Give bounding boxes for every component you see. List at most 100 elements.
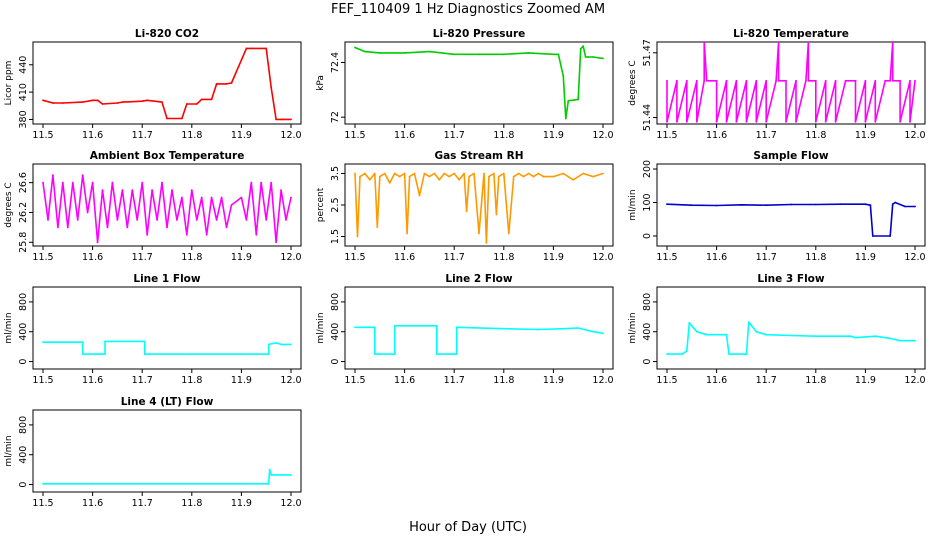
data-point	[285, 219, 287, 221]
x-tick-label: 12.0	[904, 130, 925, 141]
data-point	[874, 335, 877, 338]
data-point	[171, 189, 173, 192]
data-point	[270, 86, 273, 89]
data-point	[666, 120, 668, 123]
data-point	[562, 172, 565, 175]
data-point	[785, 79, 787, 82]
data-point	[777, 42, 780, 43]
data-point	[86, 211, 89, 214]
x-tick-label: 12.0	[904, 375, 925, 386]
data-point	[483, 172, 485, 175]
x-tick-label: 11.7	[132, 252, 153, 263]
x-tick-label: 11.5	[344, 375, 365, 386]
data-point	[290, 118, 292, 121]
panel-title: Line 2 Flow	[445, 273, 512, 285]
data-point	[435, 324, 438, 327]
data-point	[502, 327, 505, 330]
x-tick-label: 11.9	[543, 130, 564, 141]
y-tick-label: 0	[642, 359, 653, 365]
data-point	[280, 343, 282, 346]
data-point	[364, 172, 366, 175]
data-point	[777, 79, 780, 82]
data-point	[393, 353, 396, 355]
data-point	[240, 353, 243, 355]
data-point	[871, 235, 874, 237]
data-point	[552, 53, 555, 56]
data-point	[854, 79, 857, 82]
y-tick-label: 1.5	[330, 229, 341, 244]
data-point	[765, 120, 768, 123]
data-series	[43, 468, 291, 485]
data-point	[225, 226, 228, 229]
data-point	[413, 172, 416, 175]
x-tick-label: 11.8	[181, 498, 202, 509]
data-series	[42, 174, 292, 244]
data-point	[666, 203, 668, 206]
data-point	[889, 337, 892, 340]
panel-7: Line 1 Flow 11.5 11.6 11.7 11.8 11.9 12.0 0 400 8…	[4, 273, 302, 386]
data-point	[899, 120, 901, 123]
panel-title: Li-820 Temperature	[733, 28, 849, 40]
data-point	[81, 101, 84, 103]
data-point	[373, 172, 376, 175]
data-point	[280, 189, 282, 192]
x-tick-label: 11.8	[805, 130, 826, 141]
data-point	[141, 181, 144, 184]
data-point	[268, 468, 271, 471]
x-tick-label: 11.9	[855, 375, 876, 386]
panel-title: Li-820 CO2	[135, 28, 199, 40]
data-point	[507, 232, 510, 235]
data-point	[406, 232, 408, 235]
data-point	[215, 219, 218, 221]
panel-8: Line 2 Flow 11.5 11.6 11.7 11.8 11.9 12.0 0 400 8…	[316, 273, 614, 386]
x-tick-label: 11.5	[32, 375, 53, 386]
data-point	[577, 98, 580, 101]
data-series	[667, 321, 915, 355]
data-point	[785, 120, 787, 123]
x-tick-label: 11.5	[656, 130, 677, 141]
plot-frame	[344, 41, 614, 125]
data-point	[884, 79, 887, 82]
x-tick-label: 12.0	[280, 252, 301, 263]
panel-title: Li-820 Pressure	[433, 28, 526, 40]
data-point	[572, 178, 575, 181]
y-axis-label: ml/min	[4, 435, 14, 466]
data-point	[592, 56, 594, 58]
x-tick-label: 11.9	[231, 252, 252, 263]
x-tick-label: 11.9	[231, 375, 252, 386]
data-point	[745, 79, 748, 82]
data-point	[775, 79, 777, 82]
data-point	[290, 196, 292, 199]
figure-title: FEF_110409 1 Hz Diagnostics Zoomed AM	[331, 2, 605, 17]
data-point	[834, 120, 837, 123]
x-tick-label: 11.7	[132, 375, 153, 386]
data-point	[448, 175, 451, 178]
y-tick-label: 400	[18, 323, 29, 341]
x-tick-label: 12.0	[904, 252, 925, 263]
data-point	[81, 341, 84, 344]
data-point	[121, 101, 124, 103]
x-tick-label: 11.5	[32, 252, 53, 263]
data-point	[185, 103, 188, 105]
data-point	[393, 324, 396, 327]
data-point	[849, 335, 852, 338]
y-tick-label: 25.8	[18, 232, 29, 253]
data-point	[91, 482, 94, 485]
data-point	[428, 175, 431, 178]
y-tick-label: 800	[18, 416, 29, 434]
data-point	[602, 172, 604, 175]
data-point	[602, 57, 604, 60]
data-point	[728, 353, 730, 355]
x-tick-label: 11.7	[756, 375, 777, 386]
data-point	[681, 353, 683, 355]
x-tick-label: 11.7	[132, 498, 153, 509]
data-point	[765, 79, 768, 82]
panel-title: Ambient Box Temperature	[90, 150, 245, 162]
panel-5: Gas Stream RH 11.5 11.6 11.7 11.8 11.9 12.0 1.5…	[316, 150, 614, 263]
data-point	[104, 353, 106, 355]
data-point	[200, 98, 203, 101]
data-point	[61, 102, 64, 104]
data-point	[478, 232, 480, 235]
y-axis-label: percent	[316, 187, 326, 222]
data-point	[745, 120, 748, 123]
